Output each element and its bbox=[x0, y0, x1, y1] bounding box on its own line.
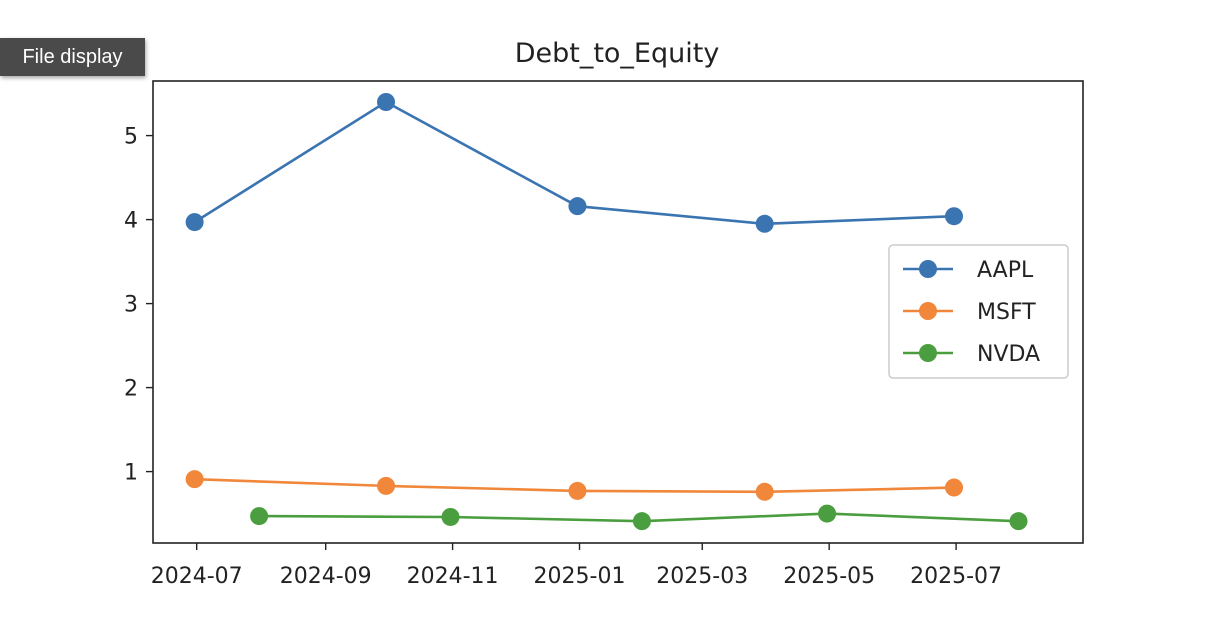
data-point-aapl bbox=[755, 214, 774, 233]
legend-label-msft: MSFT bbox=[977, 300, 1036, 325]
data-point-aapl bbox=[568, 197, 587, 216]
legend: AAPL MSFT NVDA bbox=[888, 244, 1069, 379]
data-point-nvda bbox=[250, 507, 269, 526]
legend-label-aapl: AAPL bbox=[977, 258, 1034, 283]
data-point-nvda bbox=[441, 507, 460, 526]
data-point-msft bbox=[945, 478, 964, 497]
data-point-aapl bbox=[185, 213, 204, 232]
x-tick-label: 2025-01 bbox=[534, 564, 626, 589]
data-point-nvda bbox=[818, 504, 837, 523]
legend-marker-msft bbox=[919, 302, 937, 320]
data-point-nvda bbox=[632, 512, 651, 531]
legend-box bbox=[888, 244, 1069, 379]
data-point-aapl bbox=[377, 93, 396, 111]
data-point-aapl bbox=[945, 207, 964, 226]
x-axis: 2024-07 2024-09 2024-11 2025-01 2025-03 2025-… bbox=[151, 543, 1002, 589]
x-tick-label: 2024-09 bbox=[280, 564, 372, 589]
x-tick-label: 2024-11 bbox=[407, 564, 499, 589]
series-layer bbox=[185, 93, 1028, 531]
data-point-msft bbox=[755, 482, 774, 501]
data-point-msft bbox=[185, 470, 204, 489]
x-tick-label: 2025-07 bbox=[910, 564, 1002, 589]
legend-marker-aapl bbox=[919, 260, 937, 278]
legend-label-nvda: NVDA bbox=[977, 342, 1040, 367]
chart-title: Debt_to_Equity bbox=[515, 38, 720, 69]
y-tick-label: 1 bbox=[124, 461, 138, 486]
x-tick-label: 2025-05 bbox=[783, 564, 875, 589]
y-axis: 1 2 3 4 5 bbox=[124, 125, 153, 486]
legend-marker-nvda bbox=[919, 344, 937, 362]
y-tick-label: 4 bbox=[124, 209, 138, 234]
x-tick-label: 2024-07 bbox=[151, 564, 243, 589]
file-display-tooltip: File display bbox=[0, 38, 145, 76]
x-tick-label: 2025-03 bbox=[656, 564, 748, 589]
y-tick-label: 5 bbox=[124, 125, 138, 150]
data-point-msft bbox=[377, 476, 396, 495]
y-tick-label: 3 bbox=[124, 293, 138, 318]
y-tick-label: 2 bbox=[124, 377, 138, 402]
data-point-nvda bbox=[1009, 512, 1028, 531]
data-point-msft bbox=[568, 481, 587, 500]
